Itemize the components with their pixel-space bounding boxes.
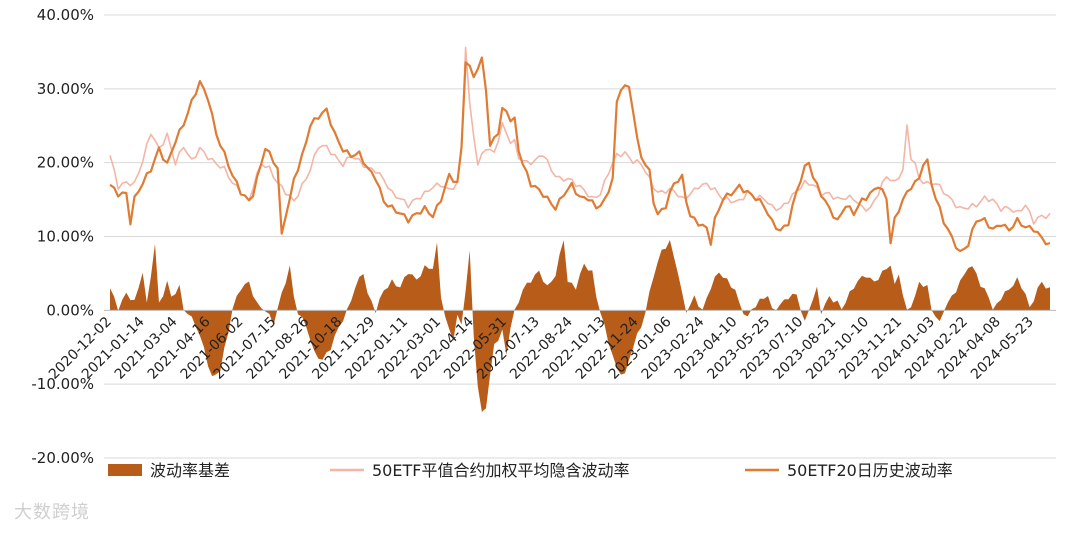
legend-basis-swatch xyxy=(108,464,142,476)
y-tick-label: 30.00% xyxy=(37,80,94,98)
y-tick-label: -10.00% xyxy=(31,375,94,393)
series-implied-vol-line xyxy=(109,46,1051,225)
series-historical-vol-line xyxy=(109,56,1051,253)
legend-historical-vol-label: 50ETF20日历史波动率 xyxy=(787,461,953,480)
legend: 波动率基差 50ETF平值合约加权平均隐含波动率 50ETF20日历史波动率 xyxy=(108,461,953,480)
legend-basis-label: 波动率基差 xyxy=(150,461,230,480)
y-tick-label: 0.00% xyxy=(46,301,94,319)
series-lines xyxy=(109,46,1051,253)
series-basis-fill xyxy=(110,240,1050,412)
legend-implied-vol-label: 50ETF平值合约加权平均隐含波动率 xyxy=(372,461,629,480)
y-tick-label: -20.00% xyxy=(31,449,94,467)
y-tick-label: 10.00% xyxy=(37,228,94,246)
y-tick-label: 40.00% xyxy=(37,6,94,24)
y-tick-label: 20.00% xyxy=(37,154,94,172)
series-basis-area xyxy=(110,240,1050,412)
watermark-logo: 大数跨境 xyxy=(14,502,90,523)
